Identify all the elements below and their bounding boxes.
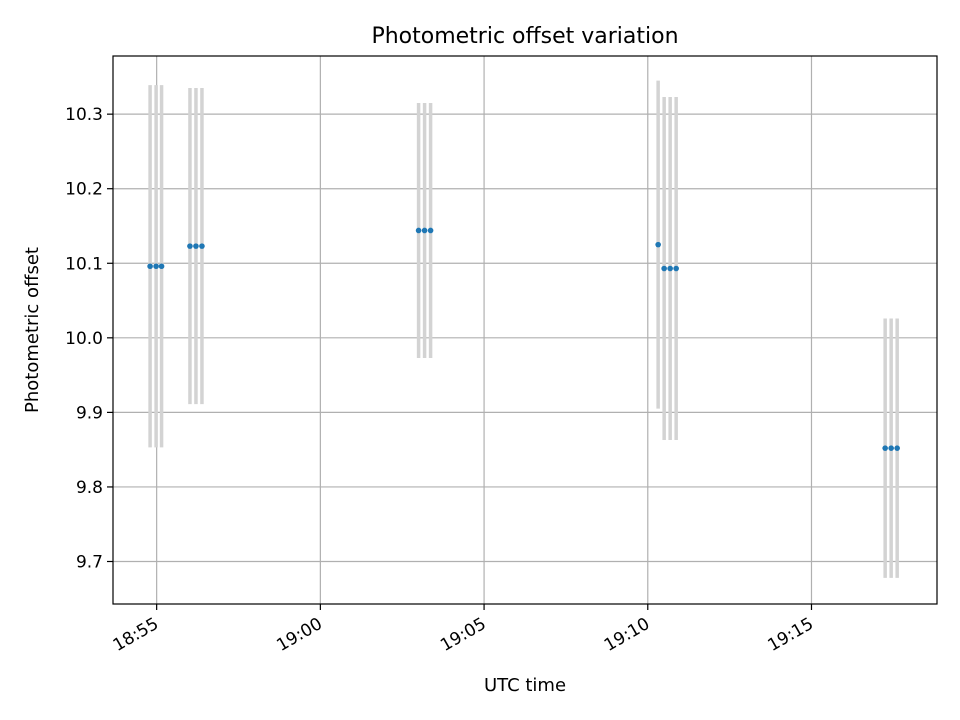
y-axis: 9.7 9.8 9.9 10.0 10.1 10.2 10.3: [65, 105, 113, 573]
data-point: [894, 445, 900, 451]
data-point: [888, 445, 894, 451]
y-tick-label: 9.9: [76, 403, 103, 423]
data-point: [199, 243, 205, 249]
data-point: [193, 243, 199, 249]
data-point: [147, 263, 153, 270]
data-point: [667, 265, 673, 272]
y-tick-label: 10.2: [65, 180, 103, 200]
y-tick-label: 9.8: [76, 478, 103, 498]
plot-frame: [112, 55, 938, 605]
y-tick-label: 10.1: [65, 254, 103, 274]
chart-title: Photometric offset variation: [371, 24, 678, 49]
data-point: [882, 445, 888, 451]
data-point: [158, 263, 165, 270]
y-axis-label: Photometric offset: [22, 247, 43, 413]
data-points: [147, 227, 900, 451]
y-tick-label: 10.3: [65, 105, 103, 125]
data-point: [661, 265, 667, 272]
data-point: [153, 263, 159, 270]
data-point: [415, 227, 422, 234]
data-point: [427, 227, 434, 234]
y-tick-label: 10.0: [65, 329, 103, 349]
x-axis-label: UTC time: [484, 675, 566, 696]
data-point: [421, 227, 428, 234]
data-point: [673, 265, 679, 272]
y-tick-label: 9.7: [76, 553, 103, 573]
grid: [113, 56, 937, 604]
plot-area: [113, 56, 937, 604]
data-point: [187, 243, 193, 249]
data-point: [655, 241, 661, 248]
